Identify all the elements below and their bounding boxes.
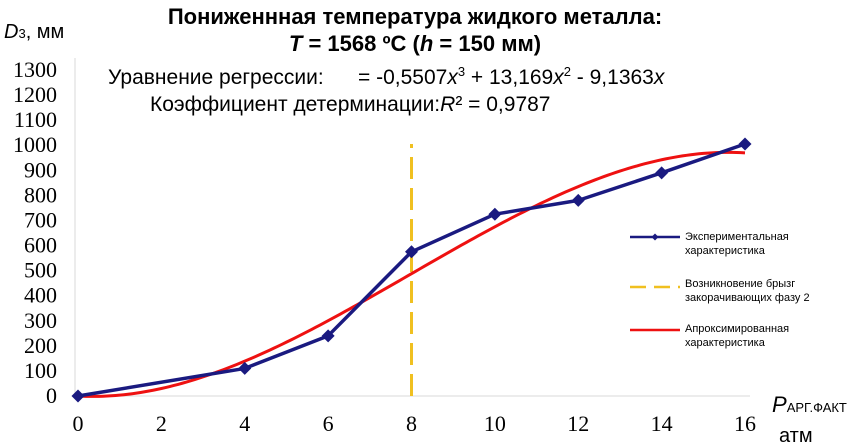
- legend-label-spatter-2: закорачивающих фазу 2: [685, 292, 810, 304]
- legend-label-experimental-2: характеристика: [685, 245, 766, 257]
- legend-label-approx-2: характеристика: [685, 337, 766, 349]
- experimental-point: [321, 329, 335, 343]
- y-tick-label: 1000: [13, 132, 57, 157]
- y-tick-label: 400: [24, 283, 57, 308]
- determination-r: R: [440, 93, 455, 116]
- plot-area: [71, 137, 752, 403]
- y-axis-label-unit: , мм: [26, 21, 65, 43]
- regression-label: Уравнение регрессии:: [108, 66, 324, 89]
- y-tick-label: 800: [24, 182, 57, 207]
- x-tick-label: 4: [239, 411, 250, 436]
- legend: Экспериментальная характеристика Возникн…: [630, 231, 810, 349]
- regression-equation: Уравнение регрессии: = -0,5507x3 + 13,169…: [108, 64, 666, 89]
- y-tick-label: 1100: [14, 107, 57, 132]
- legend-marker-diamond: [651, 233, 659, 241]
- legend-label-spatter-1: Возникновение брызг: [685, 278, 795, 290]
- experimental-point: [405, 245, 418, 259]
- experimental-point: [738, 137, 752, 151]
- x-axis-unit: атм: [779, 425, 813, 445]
- x-tick-label: 10: [484, 411, 506, 436]
- y-tick-label: 700: [24, 207, 57, 232]
- y-tick-label: 600: [24, 233, 57, 258]
- determination-value: ² = 0,9787: [455, 93, 550, 116]
- regression-x2: x: [552, 66, 565, 89]
- x-tick-label: 6: [323, 411, 334, 436]
- x-axis-label: PАРГ.ФАКТ: [772, 392, 847, 417]
- regression-term2: + 13,169: [465, 66, 553, 89]
- y-tick-labels: 0100200300400500600700800900100011001200…: [13, 57, 57, 408]
- x-tick-label: 14: [651, 411, 673, 436]
- title-h-value: = 150 мм): [433, 31, 541, 56]
- chart-title-line2: T = 1568 ºC (h = 150 мм): [289, 31, 541, 56]
- experimental-line: [77, 142, 746, 398]
- legend-label-experimental-1: Экспериментальная: [685, 231, 789, 243]
- y-axis-label-sub: 3: [18, 26, 25, 41]
- chart-title-line1: Пониженнная температура жидкого металла:: [168, 4, 662, 29]
- experimental-point: [71, 389, 85, 403]
- legend-label-approx-1: Апроксимированная: [685, 323, 789, 335]
- x-axis-label-main: P: [772, 392, 787, 417]
- y-tick-label: 900: [24, 157, 57, 182]
- y-tick-label: 100: [24, 358, 57, 383]
- regression-x1: x: [446, 66, 459, 89]
- y-tick-label: 300: [24, 308, 57, 333]
- y-tick-label: 0: [46, 383, 57, 408]
- regression-exp3: 3: [458, 64, 465, 79]
- experimental-point: [655, 166, 669, 180]
- title-t-value: = 1568 ºC (: [302, 31, 420, 56]
- x-tick-labels: 0 2 4 6 8 10 12 14 16: [73, 411, 757, 436]
- y-tick-label: 500: [24, 258, 57, 283]
- x-tick-label: 16: [734, 411, 756, 436]
- regression-term1: = -0,5507: [358, 66, 447, 89]
- title-var-t: T: [289, 31, 304, 56]
- title-var-h: h: [420, 31, 433, 56]
- x-tick-label: 12: [567, 411, 589, 436]
- regression-term3: - 9,1363: [571, 66, 654, 89]
- y-tick-label: 1300: [13, 57, 57, 82]
- x-tick-label: 2: [156, 411, 167, 436]
- y-axis-label-main: D: [4, 21, 18, 43]
- experimental-point: [238, 361, 252, 375]
- y-tick-label: 200: [24, 333, 57, 358]
- y-tick-label: 1200: [13, 82, 57, 107]
- regression-exp2: 2: [564, 64, 571, 79]
- experimental-point: [488, 207, 502, 221]
- determination-label: Коэффициент детерминации:: [150, 93, 440, 116]
- x-tick-label: 8: [406, 411, 417, 436]
- approximated-curve: [77, 150, 746, 398]
- experimental-point: [571, 193, 585, 207]
- x-tick-label: 0: [73, 411, 84, 436]
- y-axis-label: D3, мм: [4, 21, 64, 43]
- x-axis-label-sub: АРГ.ФАКТ: [787, 400, 847, 415]
- determination-coefficient: Коэффициент детерминации:R² = 0,9787: [150, 93, 550, 116]
- regression-x3: x: [653, 66, 666, 89]
